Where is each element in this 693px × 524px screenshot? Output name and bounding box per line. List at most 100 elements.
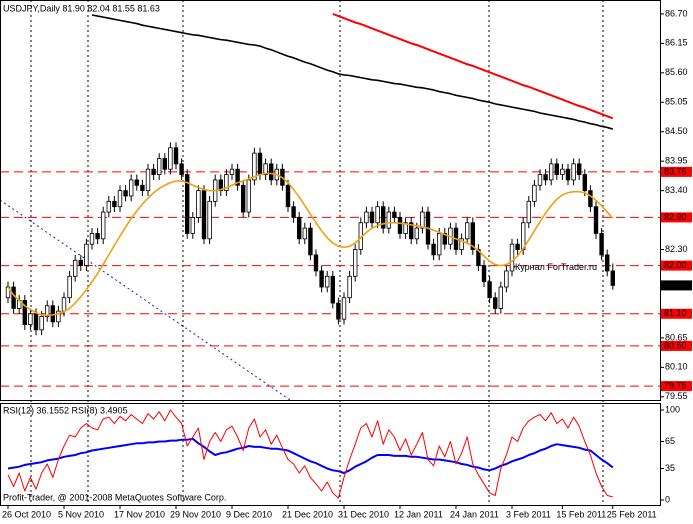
level-label-box	[661, 260, 692, 271]
y-tick-label: 83.40	[665, 185, 688, 195]
candle-body	[28, 313, 33, 325]
candle-body	[22, 300, 27, 325]
candle-body	[610, 270, 615, 286]
y-tick-label: 65	[665, 436, 675, 446]
x-tick-label: 31 Dec 2010	[338, 509, 389, 519]
x-tick-label: 15 Feb 2011	[556, 509, 606, 519]
candle-body	[101, 211, 106, 240]
candle-body	[145, 168, 151, 192]
candle-body	[106, 200, 111, 213]
candle-body	[549, 163, 554, 181]
candle-body	[285, 184, 291, 208]
candle-body	[442, 233, 447, 245]
candle-body	[313, 254, 319, 272]
candle-body	[117, 190, 123, 208]
candle-body	[526, 200, 531, 224]
candle-body	[308, 227, 313, 256]
candle-body	[330, 275, 335, 304]
candle-body	[414, 227, 419, 240]
candle-body	[352, 249, 358, 277]
candle-body	[263, 163, 268, 175]
candle-body	[324, 275, 330, 288]
candle-body	[470, 222, 475, 250]
candle-body	[168, 147, 173, 170]
candle-body	[89, 233, 95, 245]
candle-body	[123, 190, 128, 197]
candle-body	[369, 211, 375, 224]
candle-body	[380, 206, 386, 229]
candle-body	[184, 174, 190, 234]
candle-body	[156, 158, 162, 175]
candle-body	[45, 305, 50, 317]
level-label: 83.75	[664, 166, 687, 176]
candle-body	[537, 174, 543, 186]
last-price-label: 81.63	[664, 280, 687, 290]
x-tick-label: 5 Nov 2010	[58, 509, 104, 519]
candle-body	[605, 254, 610, 272]
candle-body	[39, 316, 44, 331]
candle-body	[319, 270, 324, 288]
candle-body	[128, 179, 134, 197]
series-line	[332, 12, 614, 120]
candle-body	[151, 168, 156, 175]
x-tick-label: 26 Oct 2010	[2, 509, 51, 519]
x-tick-label: 21 Dec 2010	[282, 509, 333, 519]
candle-body	[224, 174, 229, 192]
level-label: 80.50	[664, 340, 687, 350]
candle-body	[240, 184, 246, 213]
x-tick-label: 17 Nov 2010	[114, 509, 165, 519]
candle-body	[498, 286, 503, 309]
series-line	[91, 14, 614, 130]
candle-body	[554, 163, 559, 175]
candle-body	[375, 206, 380, 224]
level-label-box	[661, 381, 692, 392]
candle-body	[11, 286, 16, 309]
x-tick-label: 3 Feb 2011	[506, 509, 551, 519]
watermark: Журнал ForTrader.ru	[512, 262, 597, 272]
y-tick-label: 86.70	[665, 8, 688, 18]
candle-body	[436, 233, 442, 256]
candle-body	[588, 190, 593, 208]
candle-body	[246, 179, 251, 213]
candle-body	[386, 211, 391, 229]
candle-body	[140, 184, 145, 192]
candle-body	[201, 190, 207, 240]
level-label-box	[661, 212, 692, 223]
y-tick-label: 83.95	[665, 156, 688, 166]
y-tick-label: 85.60	[665, 67, 688, 77]
candle-body	[431, 243, 436, 256]
price-panel-frame	[0, 0, 661, 401]
series-line	[7, 172, 614, 317]
candle-body	[78, 259, 83, 266]
candle-body	[235, 168, 240, 186]
candle-body	[599, 233, 604, 256]
y-tick-label: 35	[665, 463, 675, 473]
candle-body	[134, 179, 139, 186]
candle-body	[420, 211, 425, 229]
x-tick-label: 24 Jan 2011	[450, 509, 499, 519]
candle-body	[112, 200, 117, 208]
footer-text: Profit-Trader, @ 2001-2008 MetaQuotes So…	[3, 492, 226, 502]
candle-body	[464, 222, 470, 240]
candle-body	[515, 243, 520, 250]
candle-body	[84, 243, 89, 266]
series-line	[7, 437, 614, 474]
candle-body	[50, 305, 55, 323]
candle-body	[56, 310, 61, 323]
candle-body	[196, 190, 201, 218]
candle-body	[459, 238, 464, 250]
candle-body	[408, 222, 414, 240]
candle-body	[582, 174, 587, 192]
candle-body	[302, 227, 307, 240]
last-price-box	[661, 280, 692, 291]
x-tick-label: 25 Feb 2011	[607, 509, 657, 519]
level-label: 82.00	[664, 260, 687, 270]
candle-body	[504, 270, 509, 288]
candle-body	[487, 281, 492, 299]
candle-body	[481, 265, 487, 283]
indicator-title: RSI(12) 36.1552 RSI(8) 3.4905	[3, 405, 128, 415]
y-tick-label: 79.55	[665, 391, 688, 401]
level-label-box	[661, 340, 692, 351]
